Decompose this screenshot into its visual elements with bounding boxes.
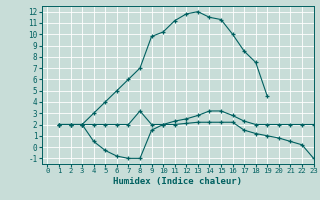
X-axis label: Humidex (Indice chaleur): Humidex (Indice chaleur): [113, 177, 242, 186]
